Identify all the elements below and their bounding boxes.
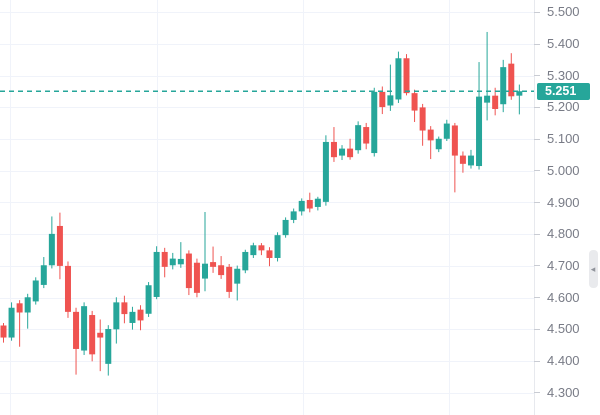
candle-body [443, 123, 450, 139]
candle-body [0, 325, 7, 338]
candle-body [177, 258, 184, 265]
price-axis-label: 4.900 [547, 194, 580, 210]
price-axis-tick [534, 360, 540, 362]
candle-body [459, 155, 466, 164]
candle-body [290, 211, 297, 220]
candle-body [314, 198, 321, 207]
candle-body [185, 253, 192, 289]
price-axis-tick [534, 233, 540, 235]
candle-body [56, 225, 63, 266]
candle-body [330, 141, 337, 158]
candle-body [258, 245, 265, 251]
price-axis-label: 4.800 [547, 226, 580, 242]
price-axis-label: 4.400 [547, 353, 580, 368]
candle-body [81, 306, 88, 351]
last-price-badge: 5.251 [537, 82, 590, 100]
candle-body [363, 127, 370, 144]
candle-body [169, 258, 176, 266]
candle-body [64, 265, 71, 312]
candle-body [355, 125, 362, 151]
price-axis-tick [534, 265, 540, 267]
candle-body [427, 129, 434, 141]
price-axis-tick [534, 297, 540, 299]
candle-body [282, 219, 289, 236]
candle-body [73, 311, 80, 349]
panel-collapse-button[interactable]: ◂ [589, 250, 598, 288]
candle-body [266, 250, 273, 258]
candle-body [113, 302, 120, 330]
candle-body [218, 265, 225, 276]
candle-body [387, 95, 394, 106]
candle-body [274, 235, 281, 258]
candle-body [8, 307, 15, 338]
candle-body [137, 309, 144, 321]
candle-body [476, 96, 483, 167]
candle-body [153, 251, 160, 297]
candle-body [451, 125, 458, 156]
price-axis-tick [534, 43, 540, 45]
candle-body [395, 58, 402, 100]
price-axis-label: 5.400 [547, 36, 580, 51]
candle-body [500, 67, 507, 105]
price-axis-tick [534, 328, 540, 330]
candle-body [145, 285, 152, 314]
candle-body [419, 107, 426, 131]
candle-body [48, 233, 55, 266]
candle-body [484, 95, 491, 103]
candle-body [129, 311, 136, 323]
candle-body [298, 200, 305, 212]
candle-body [403, 58, 410, 94]
price-axis-label: 5.500 [547, 4, 580, 20]
chart-pane[interactable] [0, 0, 534, 415]
price-axis-label: 5.300 [547, 67, 580, 83]
candle-body [435, 138, 442, 150]
candle-body [347, 148, 354, 158]
candle-body [16, 303, 23, 313]
candle-body [492, 95, 499, 109]
price-axis-tick [534, 138, 540, 140]
price-axis-label: 4.300 [547, 384, 580, 400]
candle-body [89, 315, 96, 355]
price-axis-label: 5.200 [547, 99, 580, 115]
price-axis-tick [534, 170, 540, 172]
chevron-left-icon: ◂ [590, 263, 596, 274]
candle-body [411, 93, 418, 111]
candle-body [40, 265, 47, 285]
candle-body [306, 199, 313, 209]
candle-body [250, 245, 257, 256]
candle-body [508, 63, 515, 97]
candle-body [193, 262, 200, 293]
candle-body [516, 91, 523, 96]
candle-body [339, 148, 346, 156]
price-axis-label: 4.700 [547, 257, 580, 273]
price-axis-tick [534, 11, 540, 13]
candle-body [161, 251, 168, 267]
candle-body [322, 141, 329, 202]
candle-body [226, 266, 233, 292]
candle-body [467, 155, 474, 166]
candle-body [210, 262, 217, 267]
price-axis-tick [534, 106, 540, 108]
price-axis-tick [534, 75, 540, 77]
price-axis-label: 5.100 [547, 131, 580, 147]
price-axis-label: 5.000 [547, 162, 580, 178]
candle-body [242, 251, 249, 271]
candle-body [97, 332, 104, 338]
price-axis-label: 4.600 [547, 289, 580, 305]
candle-body [234, 268, 241, 284]
candle-body [379, 91, 386, 108]
price-axis-tick [534, 202, 540, 203]
price-axis-tick [534, 392, 540, 394]
candle-body [371, 91, 378, 154]
candle-body [24, 297, 31, 313]
candle-body [202, 263, 208, 279]
price-axis[interactable]: 5.500 5.400 5.300 5.200 5.100 5.000 4.900 4.800… [534, 0, 600, 415]
candle-body [121, 302, 128, 315]
candle-body [105, 328, 112, 364]
price-axis-label: 4.500 [547, 321, 580, 337]
candle-body [32, 280, 39, 302]
